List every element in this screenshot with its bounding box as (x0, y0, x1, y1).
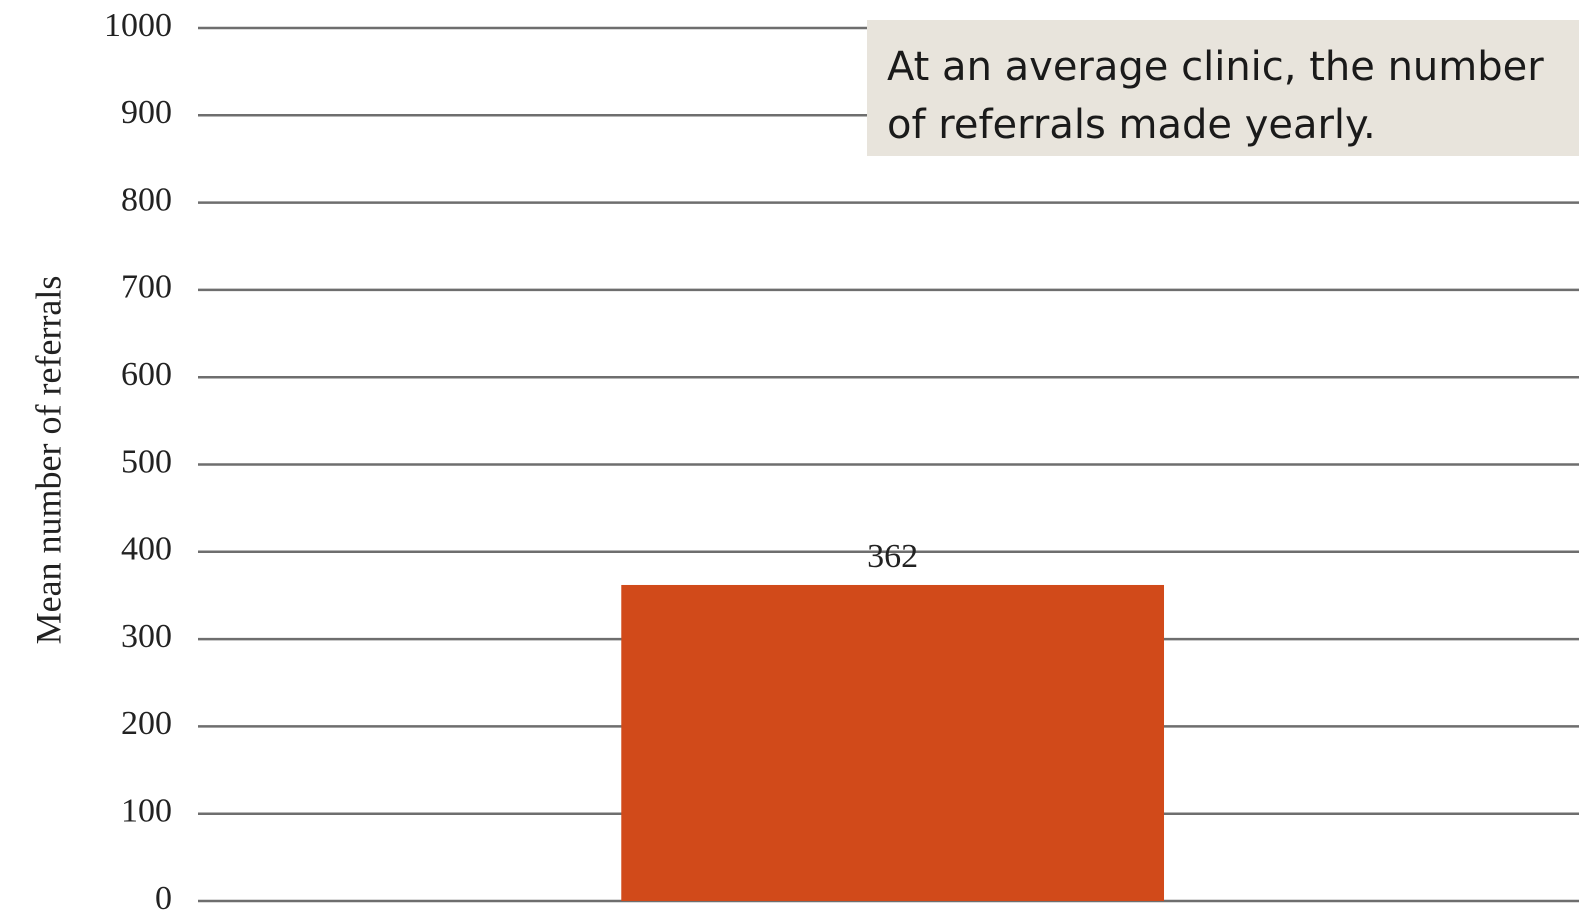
y-axis-title: Mean number of referrals (28, 276, 68, 645)
y-tick-label-800: 800 (121, 181, 172, 218)
data-labels: 362 (867, 538, 918, 575)
y-tick-label-500: 500 (121, 443, 172, 480)
y-tick-label-1000: 1000 (104, 7, 172, 44)
y-tick-label-200: 200 (121, 705, 172, 742)
data-label-0: 362 (867, 538, 918, 575)
y-tick-label-100: 100 (121, 792, 172, 829)
annotation-callout: At an average clinic, the number of refe… (867, 20, 1579, 156)
bars (621, 584, 1165, 901)
y-tick-label-700: 700 (121, 269, 172, 306)
y-tick-label-900: 900 (121, 94, 172, 131)
y-tick-label-600: 600 (121, 356, 172, 393)
y-tick-label-400: 400 (121, 531, 172, 568)
annotation-text: At an average clinic, the number of refe… (887, 44, 1544, 148)
y-tick-label-0: 0 (155, 880, 172, 917)
y-tick-label-300: 300 (121, 618, 172, 655)
y-axis-ticks: 0 100 200 300 400 500 600 700 800 900 1000 (104, 7, 172, 917)
bar-0 (621, 584, 1165, 901)
